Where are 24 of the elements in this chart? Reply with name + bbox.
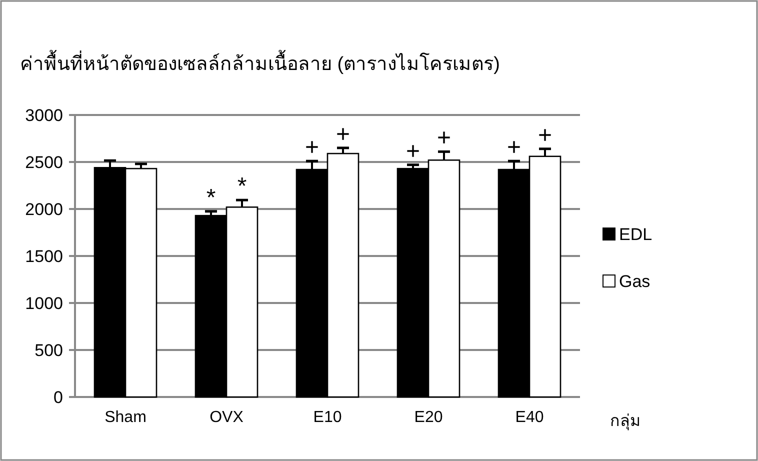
annotation: * [206,184,216,212]
x-tick-label: E10 [313,409,342,426]
annotation: * [237,173,247,200]
annotation: + [304,134,320,162]
y-tick-label: 3000 [25,106,63,125]
annotation: + [406,138,420,165]
legend-label: EDL [619,225,652,244]
chart-title: ค่าพื้นที่หน้าตัดของเซลล์กล้ามเนื้อลาย (ตารางไมโครเมตร) [20,50,500,75]
y-tick-label: 2500 [25,153,63,172]
y-tick-label: 1500 [25,247,63,266]
y-tick-label: 2000 [25,200,63,219]
legend-label: Gas [619,272,650,291]
annotation: + [538,122,552,149]
x-tick-label: E20 [414,409,443,426]
annotation: + [506,134,522,162]
x-tick-label: OVX [210,409,244,426]
y-tick-label: 0 [54,388,63,407]
x-tick-label: Sham [104,409,146,426]
annotation: + [436,124,452,152]
x-axis-title: กลุ่ม [610,413,641,431]
x-tick-label: E40 [515,409,544,426]
y-tick-label: 500 [34,341,63,360]
y-tick-label: 1000 [25,294,63,313]
annotation: + [336,120,350,148]
